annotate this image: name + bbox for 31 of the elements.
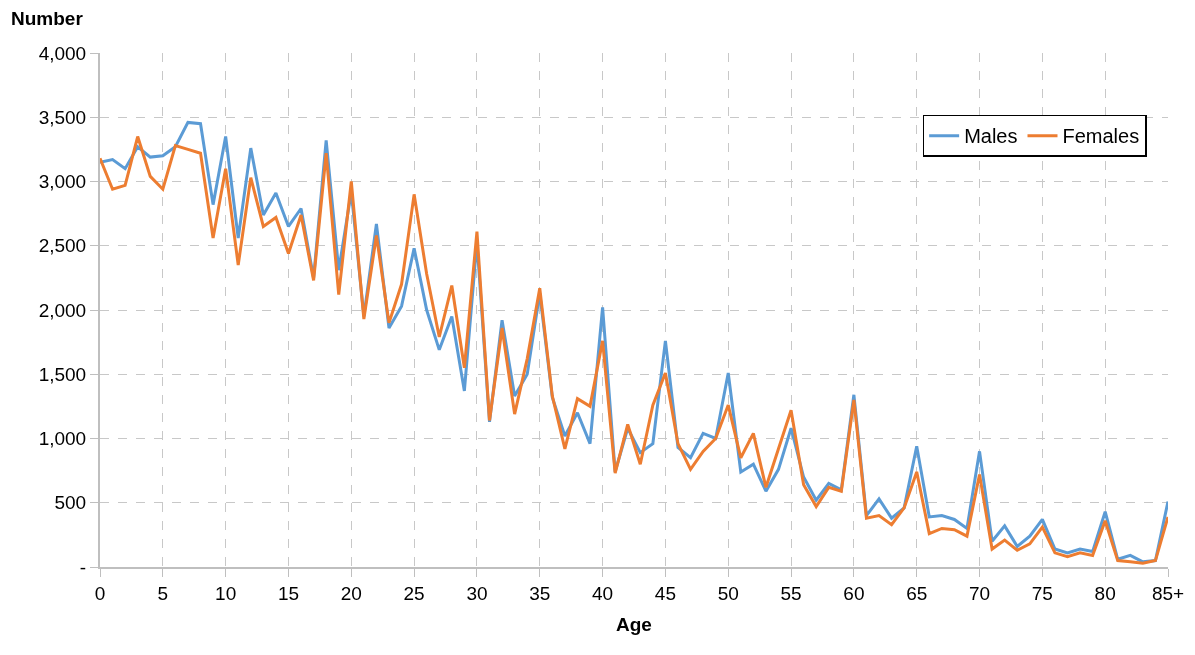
x-tick-label: 30 <box>466 582 488 604</box>
x-axis-title: Age <box>616 614 652 636</box>
y-tick-label: 500 <box>54 492 87 514</box>
y-tick-label: 3,000 <box>38 171 87 193</box>
legend-label: Males <box>964 125 1018 148</box>
x-tick-label: 20 <box>340 582 362 604</box>
x-tick-label: 10 <box>215 582 237 604</box>
y-tick-label: - <box>79 556 87 578</box>
y-axis-title: Number <box>11 8 84 29</box>
y-tick-label: 2,000 <box>38 299 87 321</box>
x-tick-label: 65 <box>906 582 928 604</box>
y-tick-label: 1,500 <box>38 363 87 385</box>
x-tick-label: 60 <box>843 582 865 604</box>
legend-label: Females <box>1062 125 1140 148</box>
y-tick-label: 1,000 <box>38 428 87 450</box>
x-tick-label: 0 <box>94 582 106 604</box>
x-tick-label: 85+ <box>1151 582 1185 604</box>
y-tick-label: 2,500 <box>38 235 87 257</box>
x-tick-label: 5 <box>157 582 169 604</box>
x-tick-label: 45 <box>654 582 676 604</box>
x-tick-label: 80 <box>1094 582 1116 604</box>
x-tick-label: 15 <box>277 582 300 604</box>
x-tick-label: 70 <box>968 582 991 604</box>
x-tick-label: 35 <box>529 582 551 604</box>
x-tick-label: 55 <box>780 582 802 604</box>
x-tick-label: 40 <box>592 582 614 604</box>
y-tick-label: 3,500 <box>38 106 87 128</box>
y-tick-label: 4,000 <box>38 42 87 64</box>
x-tick-label: 50 <box>717 582 739 604</box>
x-tick-label: 25 <box>403 582 425 604</box>
x-tick-label: 75 <box>1031 582 1053 604</box>
